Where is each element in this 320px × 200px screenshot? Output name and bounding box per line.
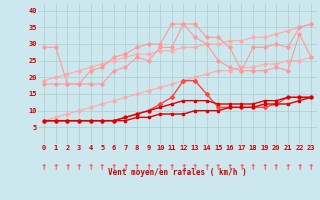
Text: ↑: ↑ [261,163,268,172]
Text: ↑: ↑ [64,163,71,172]
X-axis label: Vent moyen/en rafales ( km/h ): Vent moyen/en rafales ( km/h ) [108,168,247,177]
Text: ↑: ↑ [296,163,303,172]
Text: ↑: ↑ [204,163,210,172]
Text: ↑: ↑ [192,163,198,172]
Text: ↑: ↑ [227,163,233,172]
Text: ↑: ↑ [76,163,82,172]
Text: ↑: ↑ [215,163,221,172]
Text: ↑: ↑ [87,163,94,172]
Text: ↑: ↑ [145,163,152,172]
Text: ↑: ↑ [238,163,244,172]
Text: ↑: ↑ [273,163,279,172]
Text: ↑: ↑ [250,163,256,172]
Text: ↑: ↑ [134,163,140,172]
Text: ↑: ↑ [284,163,291,172]
Text: ↑: ↑ [41,163,47,172]
Text: ↑: ↑ [308,163,314,172]
Text: ↑: ↑ [52,163,59,172]
Text: ↑: ↑ [99,163,105,172]
Text: ↑: ↑ [157,163,164,172]
Text: ↑: ↑ [111,163,117,172]
Text: ↑: ↑ [169,163,175,172]
Text: ↑: ↑ [122,163,129,172]
Text: ↑: ↑ [180,163,187,172]
